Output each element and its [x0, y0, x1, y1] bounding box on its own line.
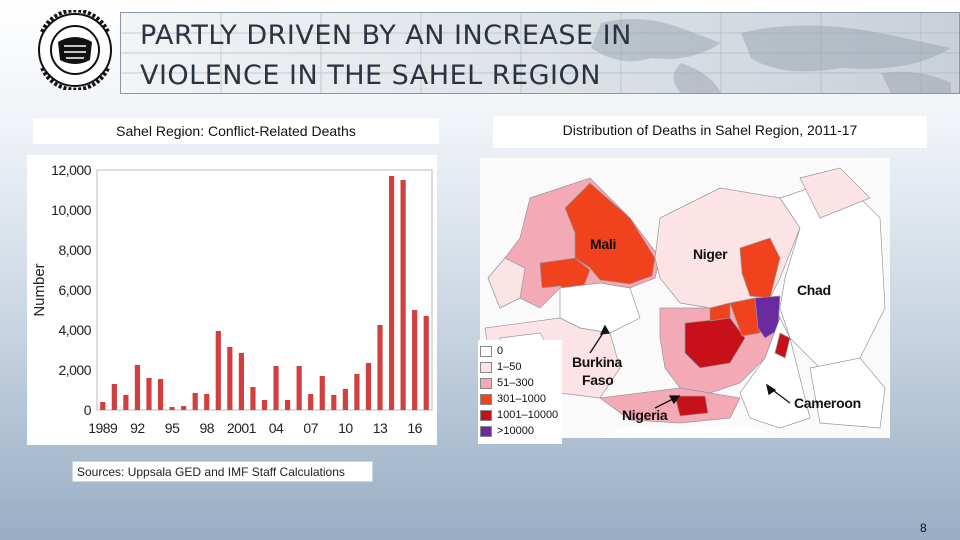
legend-label: 1001–10000	[497, 409, 559, 421]
title-line-1: PARTLY DRIVEN BY AN INCREASE IN	[140, 20, 632, 51]
map-label-nigeria: Nigeria	[622, 407, 668, 423]
bar	[181, 406, 187, 410]
map-label-cameroon: Cameroon	[794, 395, 861, 411]
bar-chart-svg: 0 2,000 4,000 6,000 8,000 10,000 12,000 Number 1…	[31, 162, 433, 436]
bar	[111, 384, 117, 410]
bar	[261, 400, 268, 410]
x-tick-label: 07	[303, 420, 318, 436]
title-banner	[120, 12, 960, 94]
legend-label: 1–50	[497, 361, 522, 373]
bar	[123, 395, 129, 410]
bar	[157, 379, 164, 410]
legend-label: 51–300	[497, 377, 534, 389]
x-tick-label: 10	[338, 420, 353, 436]
x-tick-label: 95	[165, 420, 180, 436]
x-tick-label: 1989	[88, 420, 118, 436]
imf-logo	[20, 8, 120, 92]
right-map-caption: Distribution of Deaths in Sahel Region, …	[493, 116, 927, 148]
legend-swatch	[480, 394, 492, 405]
bar	[238, 353, 244, 410]
y-tick-label: 0	[84, 402, 92, 418]
slide-title: PARTLY DRIVEN BY AN INCREASE IN VIOLENCE…	[140, 16, 840, 96]
map-label-faso: Faso	[582, 372, 614, 388]
bar	[400, 180, 406, 410]
bar	[273, 366, 279, 410]
legend-swatch	[480, 378, 492, 389]
x-tick-label: 04	[269, 420, 284, 436]
y-tick-label: 10,000	[51, 202, 92, 218]
bar	[169, 407, 175, 410]
legend-swatch	[480, 410, 492, 421]
map-label-chad: Chad	[797, 282, 831, 298]
left-chart-caption: Sahel Region: Conflict-Related Deaths	[33, 118, 439, 144]
source-note: Sources: Uppsala GED and IMF Staff Calcu…	[72, 461, 373, 482]
legend-swatch	[480, 426, 492, 437]
bar	[308, 394, 314, 410]
bar	[423, 316, 429, 410]
bar	[146, 378, 152, 410]
legend-swatch	[480, 362, 492, 373]
x-tick-label: 98	[199, 420, 214, 436]
y-tick-label: 8,000	[58, 242, 91, 258]
bar	[227, 347, 233, 410]
x-tick-label: 16	[407, 420, 422, 436]
bar	[204, 394, 210, 410]
x-tick-label: 2001	[227, 420, 257, 436]
deaths-bar-chart: 0 2,000 4,000 6,000 8,000 10,000 12,000 Number 1…	[27, 155, 437, 445]
map-label-burkina: Burkina	[572, 354, 623, 370]
map-label-mali: Mali	[590, 236, 617, 252]
bar	[192, 393, 198, 410]
bar	[331, 395, 337, 410]
bar	[285, 400, 291, 410]
world-map-watermark	[121, 13, 959, 93]
bar	[342, 389, 348, 410]
bar	[354, 374, 360, 410]
bar	[296, 366, 302, 410]
bar	[319, 376, 325, 410]
y-tick-label: 12,000	[51, 162, 92, 178]
map-legend: 0 1–50 51–300 301–1000 1001–10000 >10000	[478, 340, 562, 444]
bar	[365, 363, 372, 410]
y-tick-label: 2,000	[58, 362, 91, 378]
legend-swatch	[480, 346, 492, 357]
bar	[215, 331, 221, 410]
y-tick-label: 6,000	[58, 282, 91, 298]
page-number: 8	[920, 521, 927, 535]
legend-label: 301–1000	[497, 393, 546, 405]
bar	[100, 402, 106, 410]
legend-label: 0	[497, 345, 504, 357]
x-tick-label: 13	[373, 420, 388, 436]
y-axis-label: Number	[31, 263, 48, 316]
map-label-niger: Niger	[693, 246, 728, 262]
bar	[250, 387, 256, 410]
bar	[134, 365, 141, 410]
bar	[388, 176, 395, 410]
legend-label: >10000	[497, 425, 535, 437]
x-tick-label: 92	[130, 420, 145, 436]
bar	[377, 325, 383, 410]
bar	[412, 310, 418, 410]
y-tick-label: 4,000	[58, 322, 91, 338]
title-line-2: VIOLENCE IN THE SAHEL REGION	[140, 60, 601, 91]
